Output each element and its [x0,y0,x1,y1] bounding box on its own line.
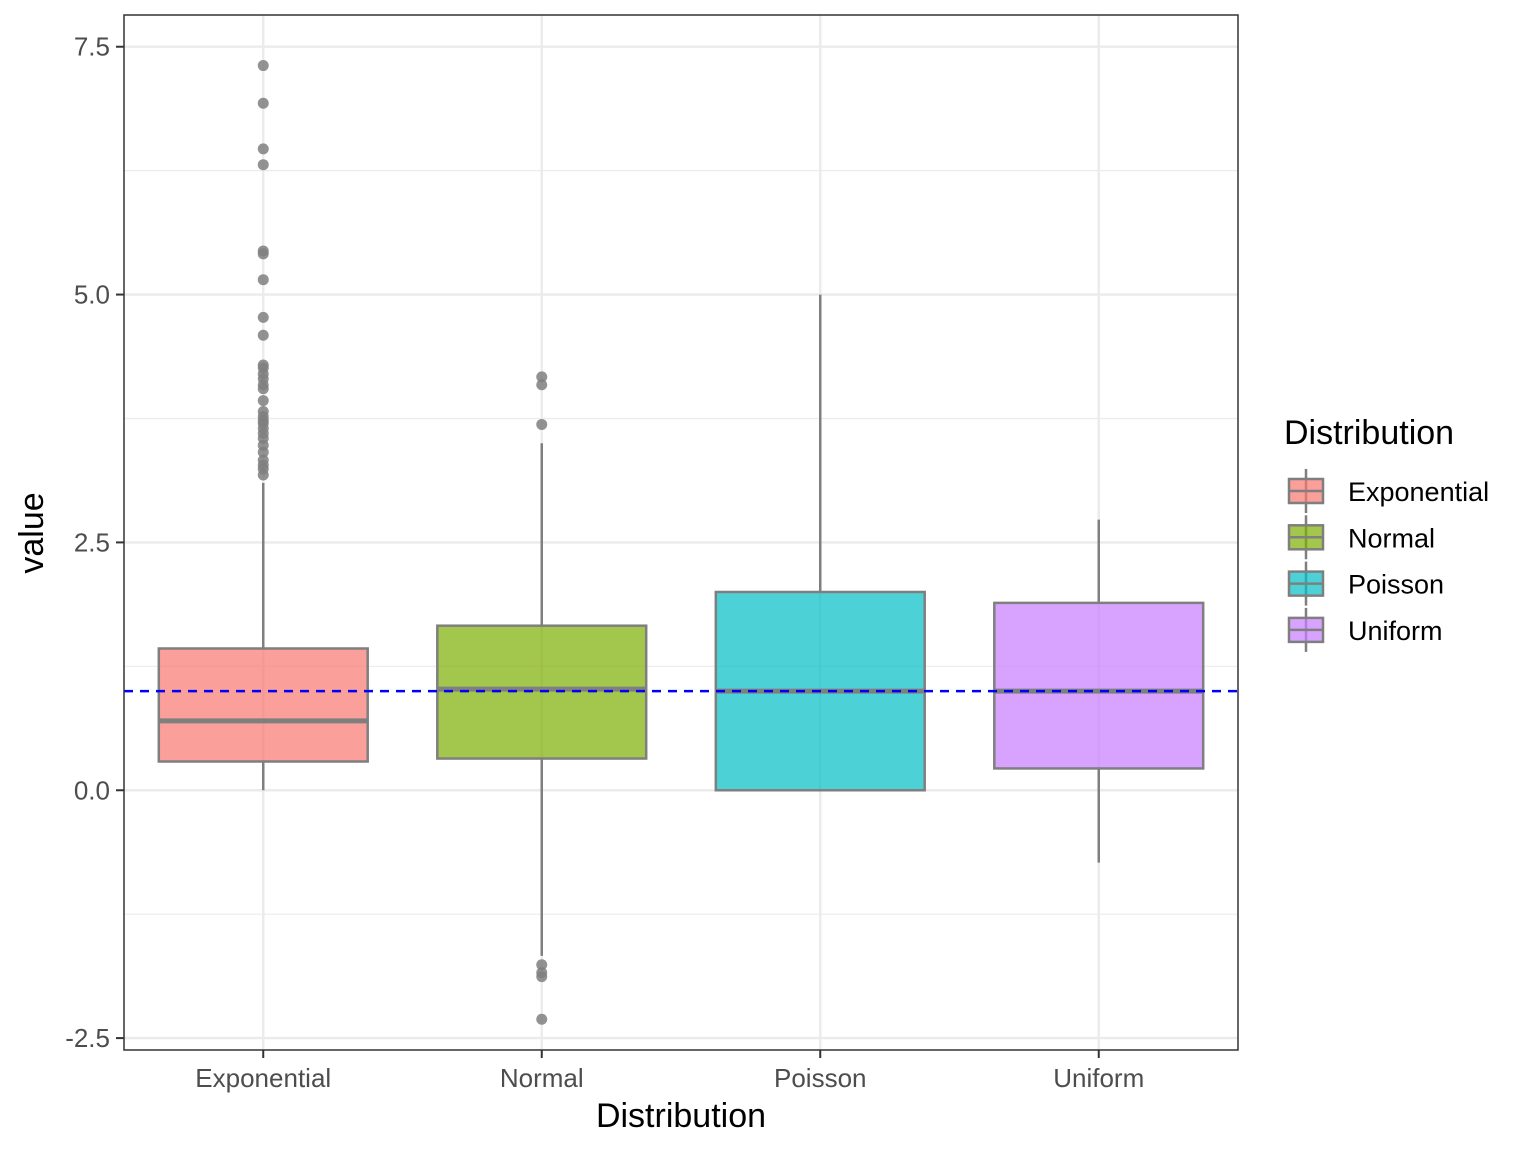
legend-item-uniform: Uniform [1287,607,1443,652]
x-tick-label: Uniform [1053,1063,1144,1093]
legend-label: Poisson [1348,570,1444,600]
legend: Distribution Exponential Normal Poisson Uni… [1284,414,1489,652]
outlier-point [257,143,269,155]
outlier-point [257,395,269,407]
legend-title: Distribution [1284,414,1454,452]
boxplot-exponential [157,60,369,791]
outlier-point [257,329,269,341]
y-tick-label: -2.5 [65,1023,110,1053]
y-axis-title: value [13,492,51,573]
outlier-point [536,379,548,391]
y-tick-label: 5.0 [74,280,110,310]
legend-label: Uniform [1348,616,1443,646]
x-tick-label: Normal [500,1063,584,1093]
legend-item-normal: Normal [1287,515,1435,560]
y-tick-label: 2.5 [74,527,110,557]
outlier-point [257,469,269,481]
boxplot-uniform [993,519,1205,863]
outlier-point [257,311,269,323]
x-tick-label: Exponential [195,1063,331,1093]
outlier-point [536,959,548,971]
outlier-point [536,1013,548,1025]
outlier-point [536,971,548,983]
legend-label: Exponential [1348,477,1489,507]
plot-panel-background [124,15,1238,1050]
legend-items: Exponential Normal Poisson Uniform [1287,469,1489,652]
box-iqr [157,647,369,763]
grid-layer [124,15,1238,1050]
box-iqr [993,601,1205,770]
outlier-point [257,60,269,72]
legend-label: Normal [1348,523,1435,553]
x-tick-label: Poisson [774,1063,867,1093]
axis-layer: -2.5 0.0 2.5 5.0 7.5 Exponential Normal Poisson… [65,14,1239,1093]
outlier-point [257,383,269,395]
legend-item-poisson: Poisson [1287,561,1444,606]
legend-item-exponential: Exponential [1287,469,1489,513]
outlier-point [257,159,269,171]
y-tick-label: 0.0 [74,775,110,805]
outlier-point [257,446,269,458]
outlier-point [536,418,548,430]
y-tick-label: 7.5 [74,32,110,62]
outlier-point [257,97,269,109]
x-axis-title: Distribution [596,1097,766,1135]
plot-panel-border [123,14,1239,1051]
outlier-point [257,248,269,260]
outlier-point [536,371,548,383]
outlier-point [257,274,269,286]
